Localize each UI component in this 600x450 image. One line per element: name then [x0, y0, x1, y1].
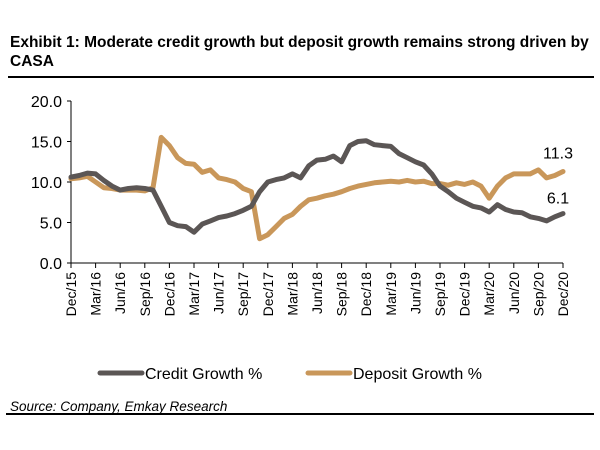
- line-chart: 0.0 5.0 10.0 15.0 20.0 Dec/15 Mar/16 Jun/16 Sep/…: [31, 94, 573, 383]
- x-tick-label: Sep/19: [432, 272, 448, 317]
- legend-label: Credit Growth %: [145, 366, 262, 383]
- x-tick-label: Sep/17: [235, 272, 251, 317]
- x-tick-label: Mar/20: [481, 272, 497, 316]
- series-lines: 11.3 6.1: [68, 134, 573, 242]
- source-divider: [6, 413, 594, 415]
- title-divider: [8, 76, 594, 78]
- x-tick-label: Jun/17: [211, 272, 227, 314]
- x-tick-label: Jun/19: [407, 272, 423, 314]
- y-tick-label: 0.0: [40, 256, 62, 273]
- y-tick-label: 20.0: [31, 94, 62, 111]
- x-tick-label: Sep/18: [334, 272, 350, 317]
- chart-title: Exhibit 1: Moderate credit growth but de…: [10, 34, 589, 70]
- end-data-label: 11.3: [543, 145, 573, 162]
- series-line-credit: [68, 138, 566, 235]
- x-tick-label: Sep/16: [137, 272, 153, 317]
- x-tick-label: Dec/18: [358, 272, 374, 317]
- x-tick-label: Dec/16: [161, 272, 177, 317]
- x-tick-label: Mar/19: [383, 272, 399, 316]
- axes: 0.0 5.0 10.0 15.0 20.0 Dec/15 Mar/16 Jun/16 Sep/…: [31, 94, 571, 316]
- x-tick-label: Jun/18: [309, 272, 325, 314]
- x-tick-label: Jun/20: [506, 272, 522, 314]
- x-tick-label: Mar/17: [186, 272, 202, 316]
- x-tick-label: Dec/20: [555, 272, 571, 317]
- x-tick-label: Dec/19: [457, 272, 473, 317]
- legend-label: Deposit Growth %: [353, 366, 482, 383]
- x-tick-label: Jun/16: [112, 272, 128, 314]
- legend: Credit Growth % Deposit Growth %: [97, 366, 482, 383]
- source-note: Source: Company, Emkay Research: [10, 399, 228, 414]
- y-tick-label: 10.0: [31, 175, 62, 192]
- x-tick-label: Mar/18: [284, 272, 300, 316]
- x-tick-label: Mar/16: [88, 272, 104, 316]
- x-tick-label: Sep/20: [530, 272, 546, 317]
- x-tick-label: Dec/15: [63, 272, 79, 317]
- y-tick-label: 5.0: [40, 216, 62, 233]
- end-data-label: 6.1: [547, 191, 569, 208]
- y-tick-label: 15.0: [31, 135, 62, 152]
- x-tick-label: Dec/17: [260, 272, 276, 317]
